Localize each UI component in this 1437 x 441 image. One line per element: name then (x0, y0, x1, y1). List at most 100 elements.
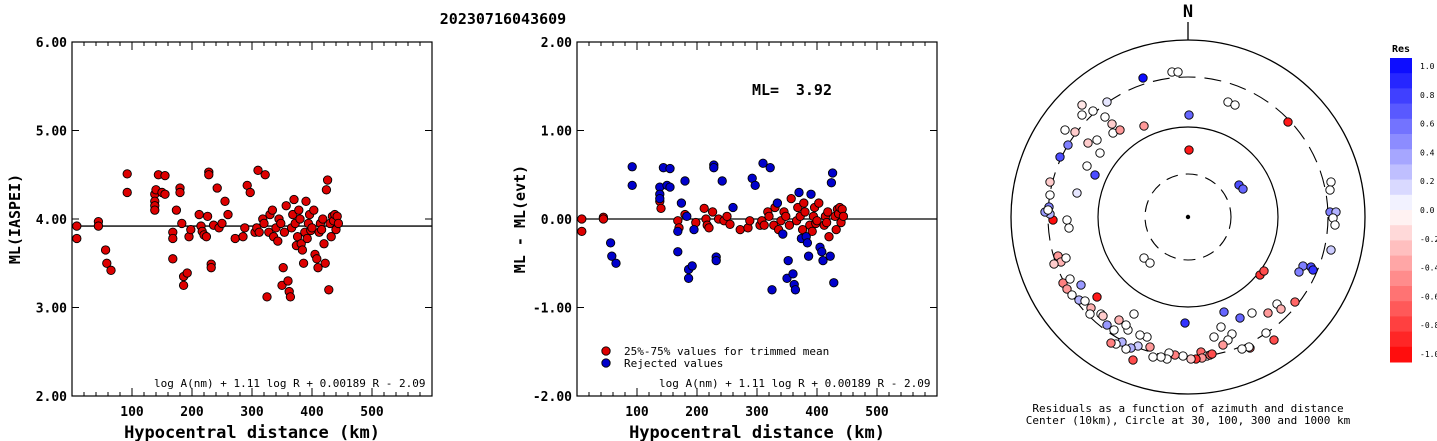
rejected-point (802, 238, 813, 248)
azimuth-residual-map: N Residuals as a function of azimuth and… (1010, 2, 1366, 427)
station-marker (1062, 215, 1072, 225)
station-marker (1055, 152, 1065, 162)
figure-title: 20230716043609 (440, 10, 566, 28)
colorbar-step (1390, 331, 1412, 348)
accepted-point (598, 214, 609, 224)
station-marker (1207, 349, 1217, 359)
x-tick-label: 300 (745, 405, 769, 420)
ml-annotation-label: ML= (752, 81, 779, 99)
accepted-point (745, 216, 755, 226)
station-marker (1269, 335, 1279, 345)
x-tick-label: 400 (300, 405, 324, 420)
station-marker (1209, 332, 1219, 342)
data-point (309, 205, 319, 215)
rejected-point (827, 168, 838, 178)
accepted-point (784, 220, 795, 230)
legend-marker (601, 346, 611, 356)
data-point (72, 221, 82, 231)
data-point (245, 187, 255, 198)
colorbar-step (1390, 58, 1412, 74)
y-tick-label: 2.00 (541, 36, 572, 51)
rejected-point (717, 176, 727, 186)
accepted-point (823, 207, 833, 217)
data-point (223, 209, 233, 220)
data-point (321, 185, 332, 195)
colorbar-tick-label: -1.0 (1420, 350, 1437, 359)
station-marker (1178, 351, 1188, 361)
accepted-point (824, 232, 834, 242)
station-marker (1184, 145, 1194, 155)
station-marker (1092, 292, 1102, 302)
data-point (217, 218, 227, 229)
y-axis-label: ML(IASPEI) (6, 174, 24, 264)
station-marker (1261, 328, 1271, 338)
station-marker (1045, 177, 1055, 187)
y-tick-label: -1.00 (533, 302, 572, 317)
station-marker (1129, 309, 1139, 319)
data-point (122, 187, 132, 198)
ml-residual-chart: -2.00 -1.00 0.00 1.00 2.00 100 200 300 400 500 Hyp… (511, 36, 938, 441)
station-marker (1121, 344, 1131, 354)
rejected-point (627, 180, 637, 191)
rejected-point (778, 229, 788, 239)
data-point (212, 183, 222, 193)
rejected-point (655, 193, 665, 204)
station-marker (1180, 318, 1190, 328)
data-point (160, 189, 170, 199)
plot-frame (71, 41, 433, 397)
colorbar-tick-label: -0.8 (1420, 321, 1437, 330)
rejected-point (687, 261, 697, 271)
legend-marker (601, 358, 611, 368)
station-marker (1294, 267, 1304, 277)
station-marker (1145, 258, 1155, 268)
station-marker (1308, 265, 1318, 275)
data-point (220, 196, 230, 206)
station-marker (1325, 185, 1335, 195)
rejected-point (682, 211, 692, 221)
rejected-point (665, 182, 675, 192)
accepted-point (704, 223, 714, 233)
station-marker (1061, 253, 1071, 263)
station-marker (1138, 73, 1148, 83)
station-marker (1092, 135, 1102, 145)
x-axis-label: Hypocentral distance (km) (124, 423, 380, 441)
data-point (276, 218, 286, 229)
x-tick-label: 400 (805, 405, 829, 420)
colorbar-step (1390, 346, 1412, 363)
accepted-point (800, 207, 810, 217)
station-marker (1184, 110, 1194, 120)
legend-label: 25%-75% values for trimmed mean (624, 345, 829, 358)
station-marker (1326, 245, 1336, 255)
colorbar-step (1390, 73, 1412, 89)
ring-1000km (1010, 39, 1366, 395)
data-point (298, 258, 309, 268)
colorbar-step (1390, 255, 1412, 272)
rejected-point (806, 189, 816, 199)
colorbar-tick-label: 0.6 (1420, 120, 1435, 129)
data-point (316, 224, 327, 235)
station-marker (1290, 297, 1300, 307)
data-point (320, 258, 330, 268)
rejected-point (825, 251, 835, 261)
accepted-point (725, 219, 735, 229)
data-point (182, 268, 192, 278)
rejected-point (627, 162, 637, 172)
station-marker (1330, 220, 1340, 230)
x-tick-label: 500 (865, 405, 889, 420)
colorbar-tick-label: 0.2 (1420, 177, 1435, 186)
y-tick-label: 6.00 (36, 36, 67, 51)
data-point (313, 263, 323, 273)
station-marker (1063, 140, 1073, 150)
station-marker (1145, 342, 1155, 352)
colorbar-step (1390, 88, 1412, 105)
rejected-point (607, 251, 617, 261)
station-marker (1109, 325, 1119, 335)
data-point (122, 169, 132, 179)
x-tick-label: 300 (240, 405, 264, 420)
data-point (307, 223, 317, 233)
y-tick-label: 1.00 (541, 125, 572, 140)
x-tick-label: 500 (360, 405, 384, 420)
station-marker (1098, 311, 1108, 321)
rejected-point (689, 224, 699, 235)
